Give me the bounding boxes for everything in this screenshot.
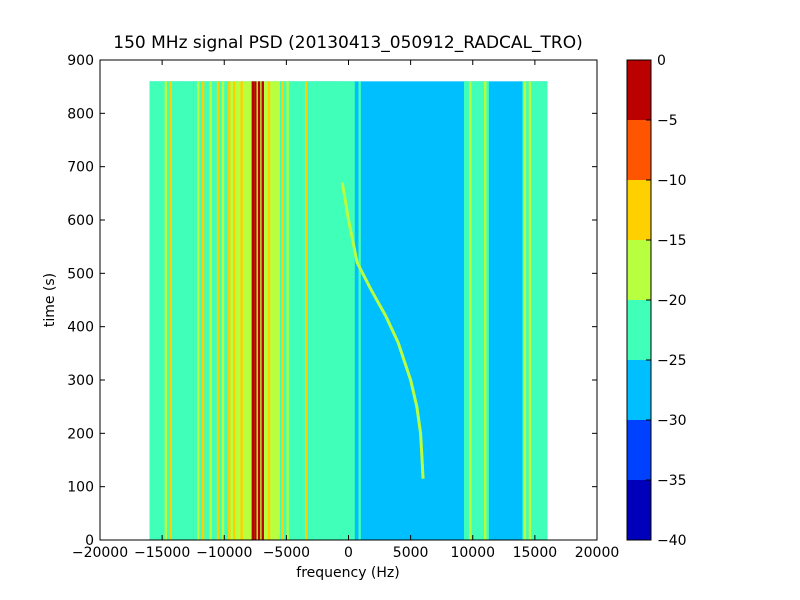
colorbar-tick-label: −10 bbox=[657, 173, 687, 189]
y-tick-label: 400 bbox=[67, 320, 94, 336]
heatmap-line bbox=[228, 81, 231, 540]
x-tick-label: −10000 bbox=[196, 545, 252, 561]
x-tick-label: −15000 bbox=[134, 545, 190, 561]
heatmap-band bbox=[308, 81, 355, 540]
heatmap-line bbox=[477, 81, 481, 540]
x-tick-label: −20000 bbox=[72, 545, 128, 561]
heatmap-line bbox=[528, 81, 532, 540]
x-axis-label: frequency (Hz) bbox=[296, 565, 399, 581]
colorbar-swatch bbox=[627, 480, 651, 540]
heatmap-line bbox=[312, 81, 315, 540]
heatmap-line bbox=[292, 81, 296, 540]
colorbar-tick-label: −20 bbox=[657, 293, 687, 309]
x-axis: −20000 −15000 −10000 −5000 0 5000 10000 15000 20… bbox=[72, 60, 619, 561]
heatmap-line bbox=[175, 81, 179, 540]
heatmap-line bbox=[257, 81, 261, 540]
y-tick-label: 600 bbox=[67, 213, 94, 229]
colorbar-swatch bbox=[627, 420, 651, 480]
colorbar-swatch bbox=[627, 180, 651, 240]
colorbar: −40 −35 −30 −25 −20 −15 −10 −5 0 bbox=[626, 53, 687, 549]
heatmap-line bbox=[281, 81, 284, 540]
colorbar-tick-label: −40 bbox=[657, 533, 687, 549]
heatmap-line bbox=[286, 81, 289, 540]
heatmap-line bbox=[232, 81, 236, 540]
colorbar-tick-label: 0 bbox=[657, 53, 666, 69]
colorbar-tick-label: −5 bbox=[657, 113, 678, 129]
x-tick-label: 15000 bbox=[513, 545, 558, 561]
y-tick-label: 800 bbox=[67, 106, 94, 122]
heatmap-line bbox=[305, 81, 308, 540]
colorbar-tick-label: −30 bbox=[657, 413, 687, 429]
colorbar-swatch bbox=[627, 60, 651, 120]
y-tick-label: 700 bbox=[67, 160, 94, 176]
heatmap-line bbox=[469, 81, 472, 540]
heatmap-line bbox=[327, 81, 330, 540]
heatmap-line bbox=[273, 81, 277, 540]
colorbar-tick-label: −35 bbox=[657, 473, 687, 489]
y-tick-label: 500 bbox=[67, 266, 94, 282]
colorbar-swatch bbox=[627, 300, 651, 360]
heatmap-line bbox=[240, 81, 243, 540]
heatmap-band bbox=[522, 81, 548, 540]
x-tick-label: 5000 bbox=[393, 545, 429, 561]
heatmap-line bbox=[334, 81, 338, 540]
heatmap-line bbox=[201, 81, 205, 540]
heatmap-line bbox=[523, 81, 527, 540]
x-tick-label: −5000 bbox=[263, 545, 310, 561]
x-tick-label: 20000 bbox=[575, 545, 620, 561]
heatmap-line bbox=[352, 81, 355, 540]
heatmap-line bbox=[169, 81, 173, 540]
y-tick-label: 300 bbox=[67, 373, 94, 389]
y-axis-label: time (s) bbox=[42, 273, 58, 327]
y-axis: 0 100 200 300 400 500 600 700 800 900 bbox=[67, 53, 597, 549]
heatmap-line bbox=[209, 81, 212, 540]
heatmap-band bbox=[193, 81, 231, 540]
x-tick-label: 0 bbox=[344, 545, 353, 561]
heatmap-line bbox=[483, 81, 487, 540]
heatmap-layer bbox=[149, 81, 548, 540]
heatmap-line bbox=[464, 81, 467, 540]
colorbar-tick-label: −25 bbox=[657, 353, 687, 369]
heatmap-line bbox=[319, 81, 323, 540]
heatmap-line bbox=[221, 81, 225, 540]
heatmap-line bbox=[254, 81, 257, 540]
colorbar-swatch bbox=[627, 120, 651, 180]
heatmap-line bbox=[149, 81, 153, 540]
heatmap-line bbox=[164, 81, 168, 540]
heatmap-line bbox=[251, 81, 255, 540]
heatmap-line bbox=[267, 81, 271, 540]
y-tick-label: 900 bbox=[67, 53, 94, 69]
heatmap-sweep bbox=[340, 182, 425, 479]
heatmap-line bbox=[539, 81, 543, 540]
heatmap-line bbox=[196, 81, 200, 540]
colorbar-tick-label: −15 bbox=[657, 233, 687, 249]
y-tick-label: 200 bbox=[67, 426, 94, 442]
colorbar-swatch bbox=[627, 360, 651, 420]
heatmap-line bbox=[216, 81, 220, 540]
heatmap-line bbox=[261, 81, 264, 540]
chart-title: 150 MHz signal PSD (20130413_050912_RADC… bbox=[113, 33, 582, 53]
x-tick-label: 10000 bbox=[450, 545, 495, 561]
heatmap-line bbox=[358, 81, 361, 540]
y-tick-label: 0 bbox=[85, 533, 94, 549]
y-tick-label: 100 bbox=[67, 480, 94, 496]
colorbar-swatch bbox=[627, 240, 651, 300]
